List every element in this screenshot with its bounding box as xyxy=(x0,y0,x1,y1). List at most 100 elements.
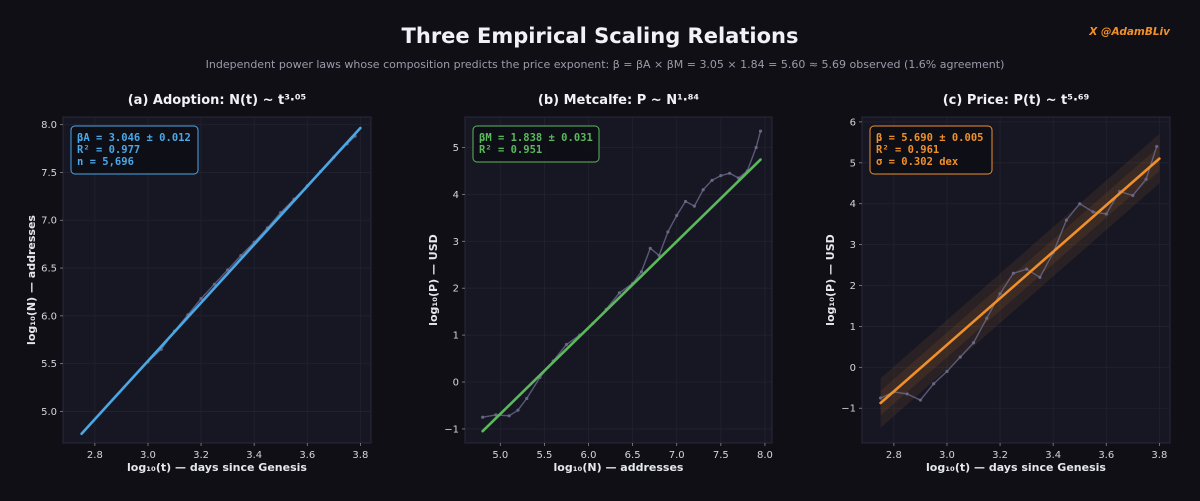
stats-line: βA = 3.046 ± 0.012 xyxy=(77,132,191,144)
data-point xyxy=(1078,202,1082,206)
page-title: Three Empirical Scaling Relations xyxy=(401,24,799,48)
x-axis-label: log₁₀(t) — days since Genesis xyxy=(926,461,1106,474)
stats-line: n = 5,696 xyxy=(77,156,134,168)
adoption-chart: 2.8 3.0 3.2 3.4 3.6 3.8 5.0 5.5 6.0 6.5 7.0 7.5 8.0 (… xyxy=(25,93,372,474)
x-tick-label: 3.4 xyxy=(246,450,262,461)
y-tick-label: 5.0 xyxy=(41,407,57,418)
data-point xyxy=(683,199,688,204)
x-tick-label: 3.0 xyxy=(939,450,955,461)
data-point xyxy=(1131,193,1135,198)
x-tick-label: 3.6 xyxy=(1098,450,1114,461)
y-tick-label: 4 xyxy=(850,199,856,210)
data-point xyxy=(971,341,976,345)
data-point xyxy=(226,268,230,272)
data-point xyxy=(719,174,723,178)
data-point xyxy=(1144,177,1148,181)
fit-line xyxy=(80,126,362,436)
y-tick-label: 3 xyxy=(453,237,459,248)
x-axis-label: log₁₀(t) — days since Genesis xyxy=(127,461,307,474)
y-tick-label: 0 xyxy=(453,378,459,389)
chart-title: (b) Metcalfe: P ~ N¹·⁸⁴ xyxy=(538,93,699,108)
data-point xyxy=(754,145,758,150)
data-point xyxy=(918,398,923,402)
stats-box xyxy=(869,125,993,175)
x-tick-label: 3.0 xyxy=(140,450,156,461)
data-point xyxy=(1025,267,1029,271)
x-tick-label: 2.8 xyxy=(87,450,103,461)
data-point xyxy=(516,408,520,412)
data-point xyxy=(1011,271,1015,275)
chart-title: (a) Adoption: N(t) ~ t³·⁰⁵ xyxy=(128,93,307,108)
data-point xyxy=(1155,144,1159,149)
data-point xyxy=(958,355,962,359)
y-tick-label: 7.5 xyxy=(41,168,57,179)
x-tick-label: 3.6 xyxy=(299,450,315,461)
y-tick-label: 5 xyxy=(850,158,856,169)
stats-line: R² = 0.977 xyxy=(77,144,140,156)
data-point xyxy=(1038,275,1042,279)
data-point xyxy=(666,230,670,234)
data-point xyxy=(648,246,652,250)
data-point xyxy=(692,204,696,208)
metcalfe-chart: 5.0 5.5 6.0 6.5 7.0 7.5 8.0 −1 0 1 2 3 4 5 (b) Metcalf… xyxy=(427,93,773,474)
x-tick-label: 6.0 xyxy=(581,450,597,461)
data-point xyxy=(905,392,909,396)
x-tick-label: 3.2 xyxy=(193,450,209,461)
x-tick-label: 3.2 xyxy=(992,450,1008,461)
x-tick-label: 8.0 xyxy=(757,450,773,461)
y-tick-label: 2 xyxy=(453,284,459,295)
data-point xyxy=(1091,210,1095,214)
stats-line: βM = 1.838 ± 0.031 xyxy=(479,132,593,144)
data-point xyxy=(728,171,732,175)
data-trace xyxy=(482,130,762,418)
data-point xyxy=(564,342,569,347)
data-point xyxy=(212,282,216,286)
stats-box xyxy=(472,125,600,163)
price-chart: 2.8 3.0 3.2 3.4 3.6 3.8 −1 0 1 2 3 4 5 6 (c) Price: P(… xyxy=(824,93,1171,474)
y-tick-label: 8.0 xyxy=(41,120,57,131)
x-tick-label: 6.5 xyxy=(625,450,641,461)
stats-line: σ = 0.302 dex xyxy=(876,156,959,168)
y-tick-label: −1 xyxy=(444,424,459,435)
data-point xyxy=(701,188,705,192)
x-tick-label: 7.0 xyxy=(669,450,685,461)
y-tick-label: 7.0 xyxy=(41,216,57,227)
data-trace xyxy=(880,146,1158,401)
x-tick-label: 5.0 xyxy=(492,450,508,461)
stats-box xyxy=(70,125,199,175)
y-tick-label: 1 xyxy=(850,322,856,333)
data-point xyxy=(710,178,714,182)
data-point xyxy=(985,316,989,320)
y-tick-label: 2 xyxy=(850,281,856,292)
y-tick-label: 5.5 xyxy=(41,359,57,370)
data-point xyxy=(507,414,511,418)
y-tick-label: 6.0 xyxy=(41,311,57,322)
y-axis-label: log₁₀(P) — USD xyxy=(824,234,837,326)
y-tick-label: 6 xyxy=(850,117,856,128)
x-tick-label: 2.8 xyxy=(886,450,902,461)
stats-line: R² = 0.961 xyxy=(876,144,939,156)
data-point xyxy=(1064,218,1069,222)
x-axis-label: log₁₀(N) — addresses xyxy=(554,461,684,474)
y-tick-label: 1 xyxy=(453,331,459,342)
data-point xyxy=(945,369,949,374)
page-subtitle: Independent power laws whose composition… xyxy=(205,58,1005,71)
y-tick-label: 5 xyxy=(453,143,459,154)
y-tick-label: 4 xyxy=(453,190,459,201)
stats-line: β = 5.690 ± 0.005 xyxy=(876,132,983,144)
y-tick-label: −1 xyxy=(841,404,856,415)
plot-area xyxy=(464,116,773,444)
x-tick-label: 3.8 xyxy=(1151,450,1167,461)
data-point xyxy=(617,291,621,295)
data-point xyxy=(639,270,644,274)
data-point xyxy=(525,396,529,401)
y-tick-label: 6.5 xyxy=(41,264,57,275)
author-handle[interactable]: X @AdamBLiv xyxy=(1089,26,1170,38)
data-point xyxy=(932,382,936,386)
fit-line xyxy=(879,157,1161,405)
y-tick-label: 3 xyxy=(850,240,856,251)
chart-title: (c) Price: P(t) ~ t⁵·⁶⁹ xyxy=(943,93,1090,108)
x-tick-label: 5.5 xyxy=(536,450,552,461)
y-axis-label: log₁₀(N) — addresses xyxy=(25,215,38,345)
